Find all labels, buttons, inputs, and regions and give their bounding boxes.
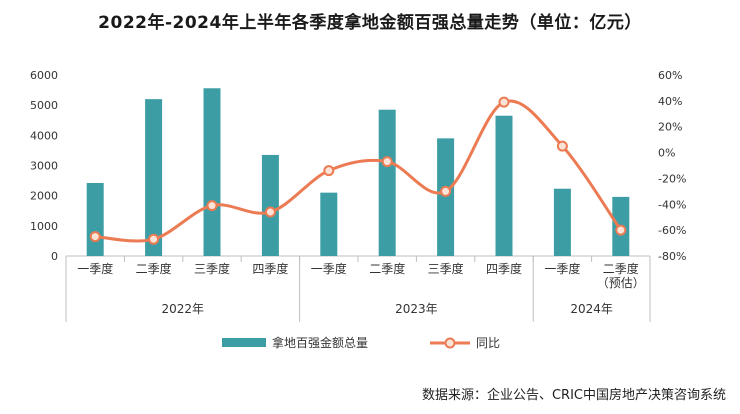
y-right-tick-label: -80% <box>658 250 686 263</box>
y-left-tick-label: 5000 <box>30 99 58 112</box>
bar <box>378 109 396 256</box>
bar-series <box>86 88 630 256</box>
source-note: 数据来源：企业公告、CRIC中国房地产决策咨询系统 <box>421 388 726 403</box>
y-right-tick-label: 40% <box>658 95 682 108</box>
y-right-tick-label: -20% <box>658 172 686 185</box>
legend-bar-swatch <box>222 338 266 347</box>
x-tick-label: 一季度 <box>544 261 580 276</box>
y-left-tick-label: 6000 <box>30 69 58 82</box>
yoy-point <box>440 185 452 197</box>
y-right-tick-label: 20% <box>658 121 682 134</box>
group-label: 2022年 <box>162 302 205 316</box>
yoy-point <box>556 140 568 152</box>
y-left-tick-label: 4000 <box>30 129 58 142</box>
bar <box>261 154 279 256</box>
y-right-tick-label: 60% <box>658 69 682 82</box>
x-tick-label: 二季度 <box>136 261 172 276</box>
x-tick-label: 四季度 <box>252 261 288 276</box>
bar <box>203 88 221 256</box>
yoy-point <box>381 156 393 168</box>
x-tick-label: 一季度 <box>77 261 113 276</box>
x-tick-label: 一季度 <box>311 261 347 276</box>
x-tick-label: 四季度 <box>486 261 522 276</box>
group-label: 2024年 <box>570 302 613 316</box>
yoy-point <box>615 224 627 236</box>
bar <box>553 188 571 256</box>
yoy-point <box>264 206 276 218</box>
y-left-tick-label: 3000 <box>30 160 58 173</box>
legend-line-marker <box>444 337 456 349</box>
bar <box>86 182 104 256</box>
bar <box>320 192 338 256</box>
x-tick-label: （预估） <box>597 276 645 290</box>
chart-title: 2022年-2024年上半年各季度拿地金额百强总量走势（单位：亿元） <box>98 13 642 33</box>
axis-labels: 0 1000 2000 3000 4000 5000 6000 -80% -60% -40% -20… <box>30 69 686 316</box>
y-right-tick-label: -60% <box>658 224 686 237</box>
y-left-tick-label: 0 <box>51 250 58 263</box>
yoy-point <box>89 231 101 243</box>
axes <box>65 255 651 322</box>
line-series <box>89 96 627 245</box>
x-tick-label: 三季度 <box>194 261 230 276</box>
x-tick-label: 二季度 <box>603 261 639 276</box>
legend-bar-label: 拿地百强金额总量 <box>272 335 368 350</box>
legend-line-label: 同比 <box>476 336 500 350</box>
yoy-point <box>323 165 335 177</box>
x-tick-label: 三季度 <box>428 261 464 276</box>
bar <box>145 99 163 256</box>
yoy-point <box>206 200 218 212</box>
bar <box>437 138 455 256</box>
y-left-tick-label: 1000 <box>30 220 58 233</box>
legend: 拿地百强金额总量 同比 <box>222 335 500 350</box>
yoy-point <box>148 233 160 245</box>
y-right-tick-label: -40% <box>658 198 686 211</box>
yoy-point <box>498 96 510 108</box>
x-tick-label: 二季度 <box>369 261 405 276</box>
group-label: 2023年 <box>395 302 438 316</box>
bar <box>495 115 513 256</box>
y-left-tick-label: 2000 <box>30 190 58 203</box>
y-right-tick-label: 0% <box>658 147 675 160</box>
yoy-line <box>95 99 623 243</box>
